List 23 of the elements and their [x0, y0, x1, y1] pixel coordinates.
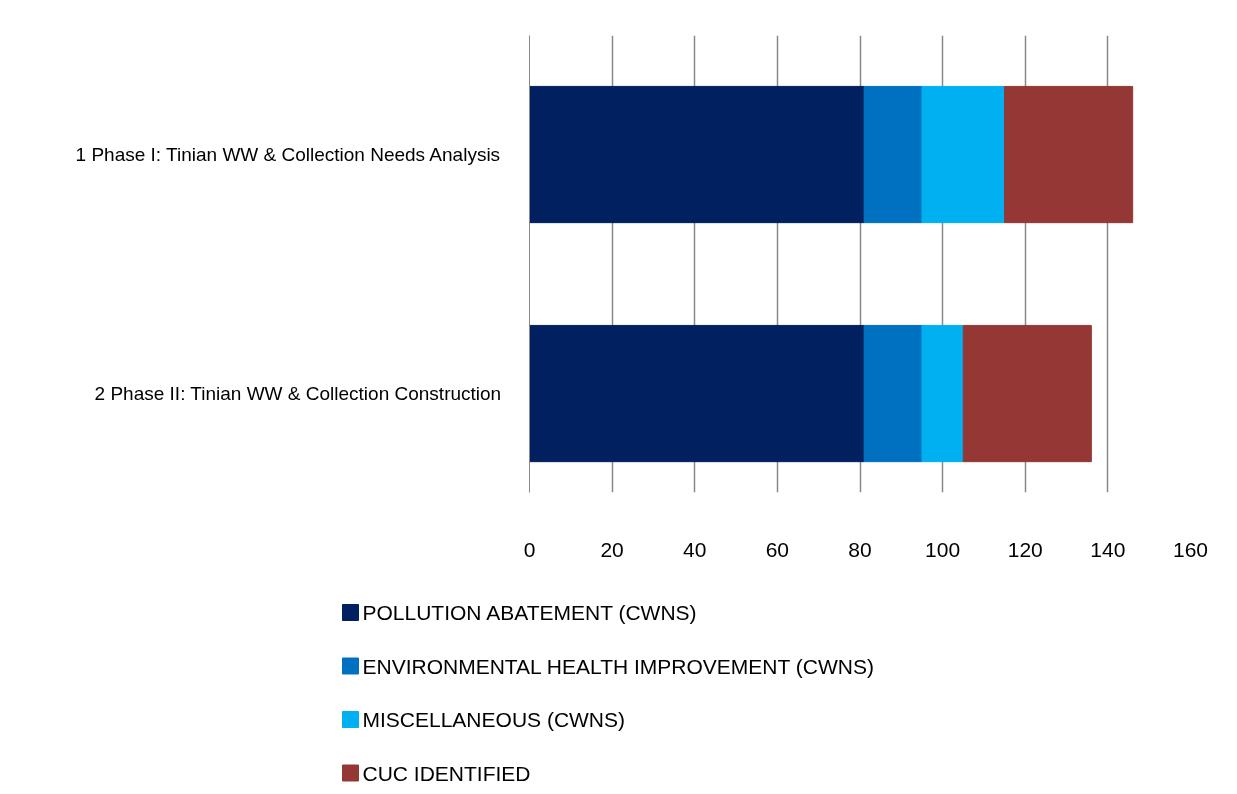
y-tick-label: 1 Phase I: Tinian WW & Collection Needs Analysis: [75, 144, 501, 166]
x-tick-label: 140: [1090, 537, 1126, 561]
bar: [863, 324, 923, 463]
bar: [921, 85, 1006, 224]
x-tick-label: 160: [1172, 537, 1209, 561]
x-tick-label: 80: [848, 537, 872, 561]
legend-label: POLLUTION ABATEMENT (CWNS): [362, 601, 697, 624]
bar: [529, 85, 865, 224]
x-tick-label: 100: [925, 537, 961, 561]
bar: [529, 324, 865, 463]
legend-label: MISCELLANEOUS (CWNS): [362, 708, 626, 731]
bar: [863, 85, 923, 224]
legend-label: CUC IDENTIFIED: [362, 761, 531, 785]
bar: [962, 324, 1092, 463]
x-tick-label: 60: [765, 537, 790, 561]
x-tick-label: 40: [683, 537, 707, 561]
x-tick-label: 0: [523, 537, 536, 561]
legend-label: ENVIRONMENTAL HEALTH IMPROVEMENT (CWNS): [362, 654, 874, 678]
bar: [1004, 85, 1134, 224]
bar: [921, 324, 964, 463]
x-tick-label: 20: [600, 537, 624, 561]
y-tick-label: 2 Phase II: Tinian WW & Collection Construction: [94, 383, 502, 405]
x-tick-label: 120: [1007, 537, 1043, 561]
